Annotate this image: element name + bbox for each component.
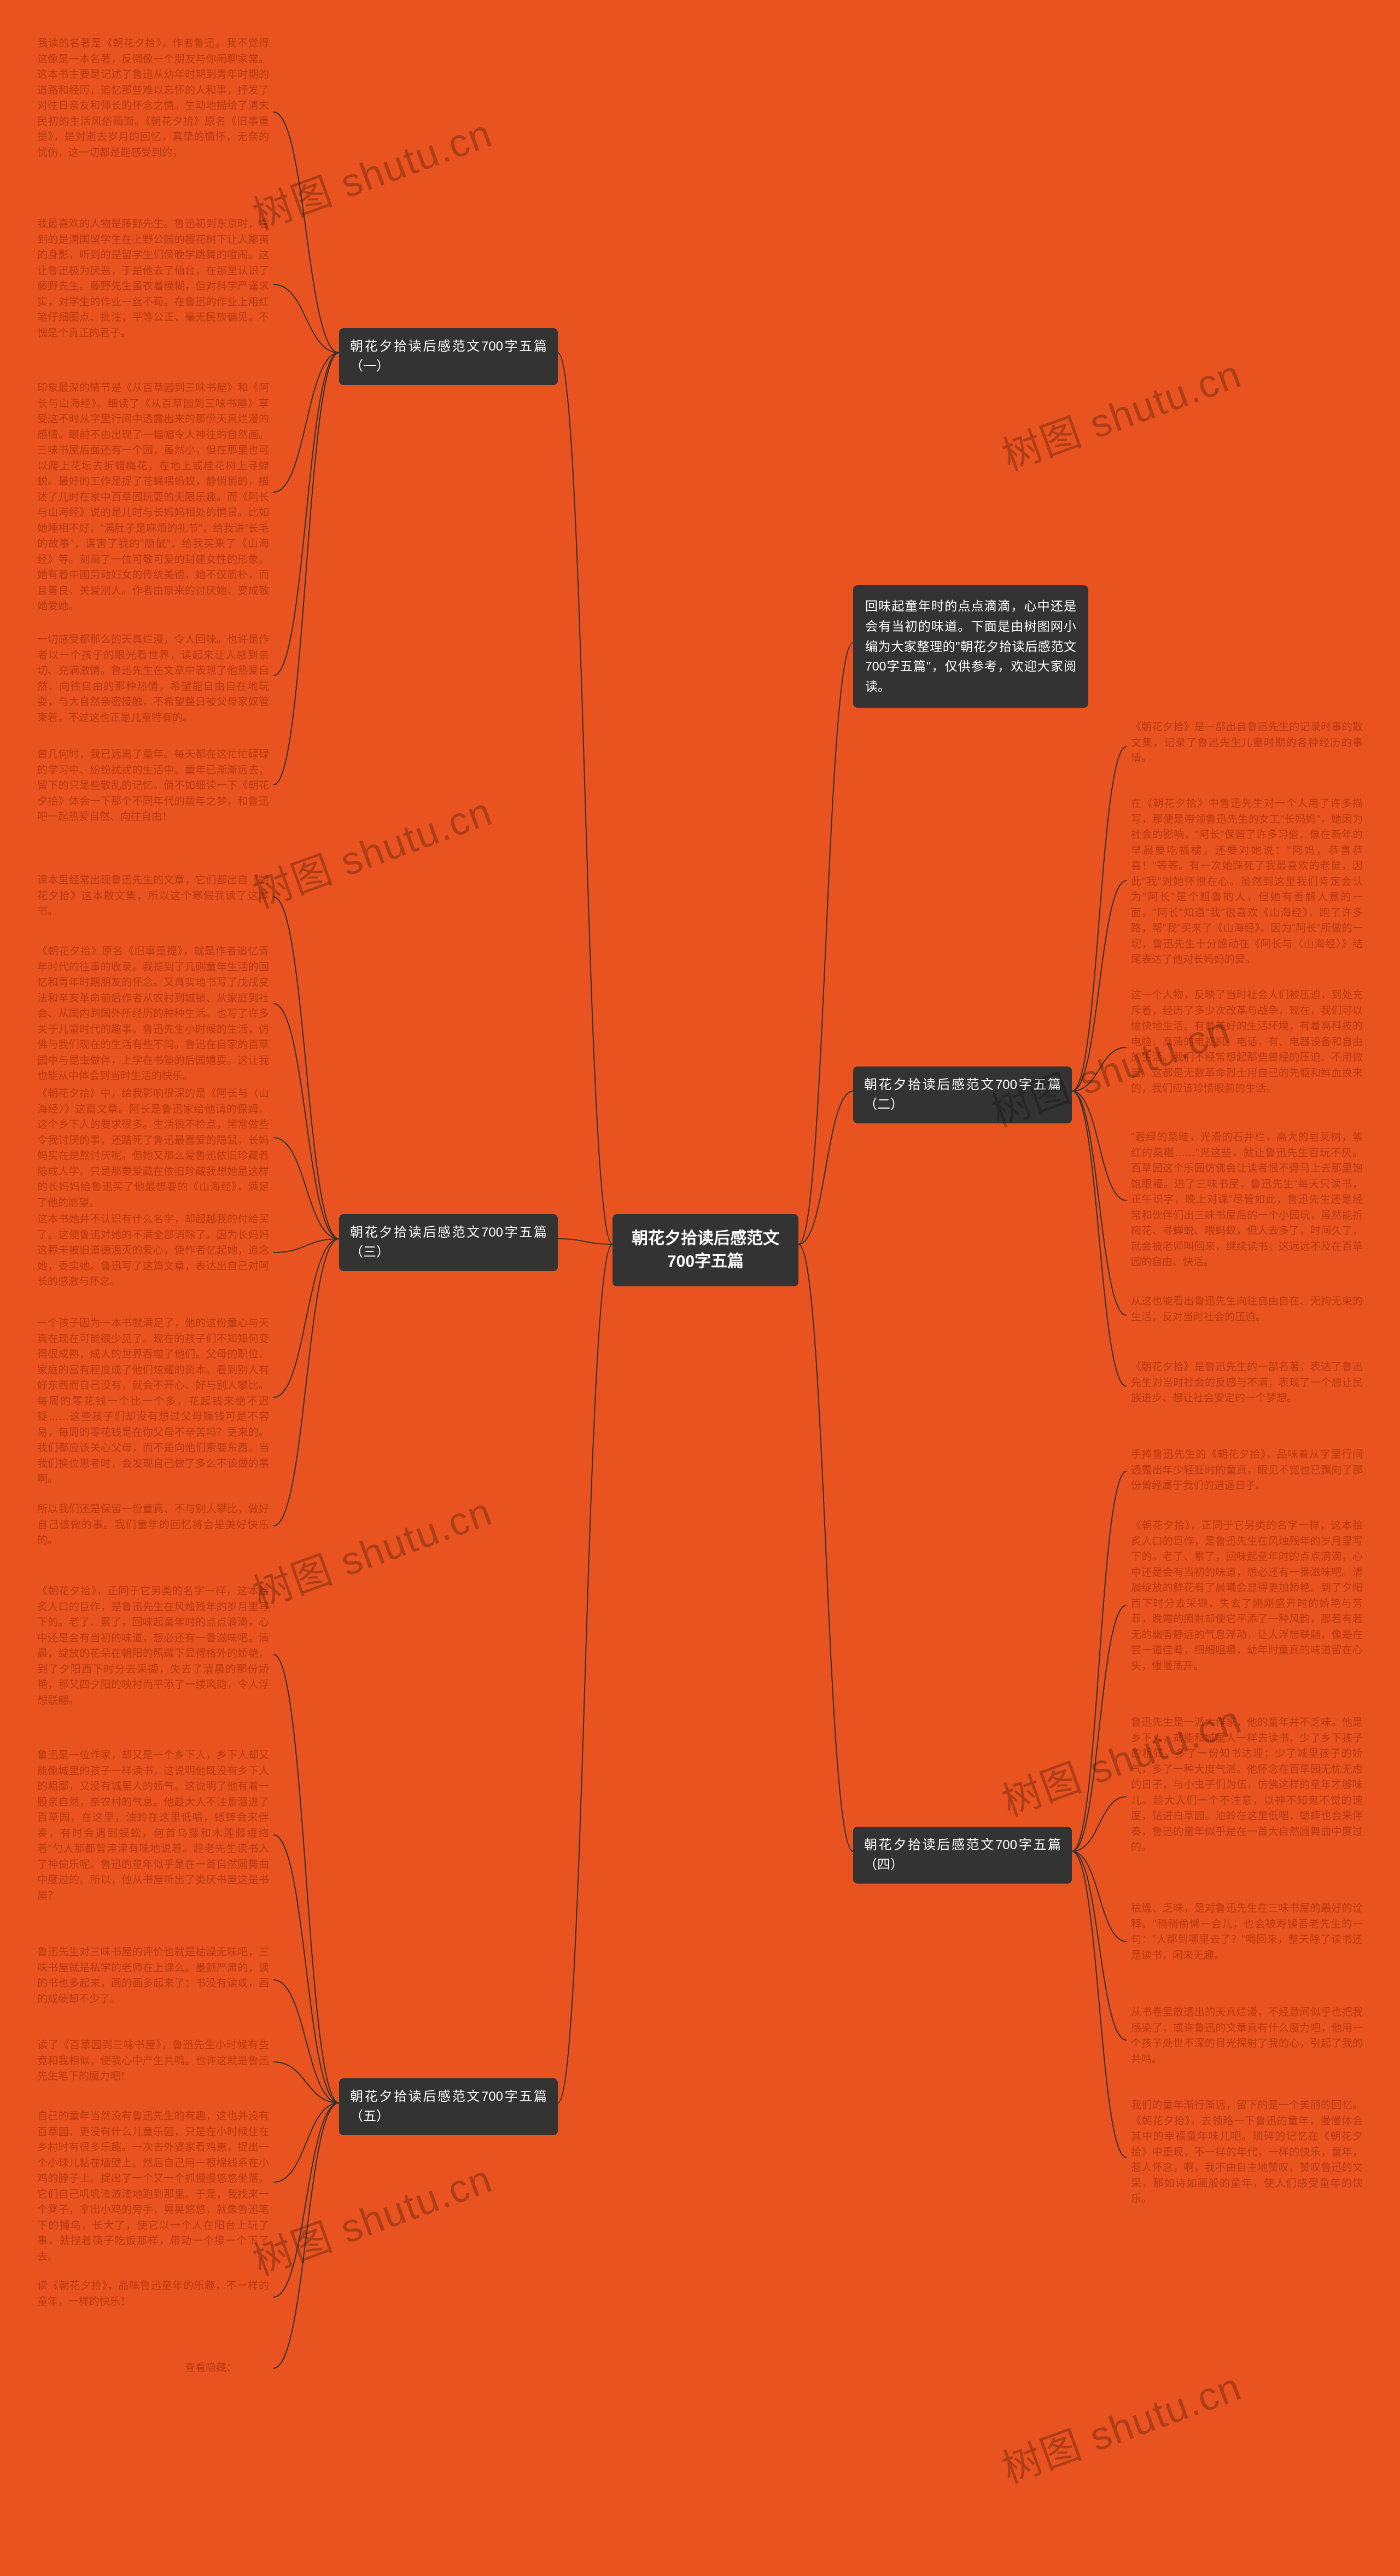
branch-node-b2: 朝花夕拾读后感范文700字五篇（二） [853,1066,1072,1123]
leaf-node-b3l4: 这本书她并不认识有什么名字，却超越我的付给买了。这使鲁迅对她的不满全部消除了。因… [33,1209,273,1296]
leaf-node-b4l1: 手捧鲁迅先生的《朝花夕拾》，品味着从字里行间透露出年少轻狂时的童真，眼见不觉也已… [1127,1444,1367,1499]
leaf-node-b5l4: 读了《百草园到三味书屋》，鲁迅先生小时候有些竟和我相似，使我心中产生共鸣。也许这… [33,2035,273,2089]
leaf-node-b4l2: 《朝花夕拾》，正同于它另类的名字一样，这本脍炙人口的巨作，是鲁迅先生在风烛残年的… [1127,1515,1367,1695]
leaf-node-b1l3: 印象最深的情节是《从百草园到三味书屋》和《阿长与山海经》。细读了《从百草园到三味… [33,377,273,618]
leaf-node-b5l6: 读《朝花夕拾》，品味鲁迅童年的乐趣，不一样的童年，一样的快乐！ [33,2275,273,2319]
leaf-node-b5l5: 自己的童年当然没有鲁迅先生的有趣，这也并没有百草园，更没有什么儿童乐园，只是在小… [33,2106,273,2268]
leaf-node-b4l6: 我们的童年渐行渐远，留下的是一个美丽的回忆。《朝花夕拾》，去领略一下鲁迅的童年，… [1127,2095,1367,2221]
branch-node-b4: 朝花夕拾读后感范文700字五篇（四） [853,1827,1072,1884]
leaf-node-b4l4: 枯燥、乏味，是对鲁迅先生在三味书屋的最好的诠释。"稍稍偷懒一会儿，也会被寿镜吾老… [1127,1898,1367,1985]
leaf-node-b4l3: 鲁迅先生是一派大作家，他的童年并不乏味。他是乡下人，却能和城里人一样去读书，少了… [1127,1712,1367,1881]
leaf-node-b1l1: 我读的名著是《朝花夕拾》，作者鲁迅。我不觉得这像是一本名著，反倒像一个朋友与你闲… [33,33,273,191]
leaf-node-b2l2: 在《朝花夕拾》中鲁迅先生对一个人用了许多描写，那便是带领鲁迅先生的女工"长妈妈"… [1127,793,1367,971]
intro-node: 回味起童年时的点点滴滴，心中还是会有当初的味道。下面是由树图网小编为大家整理的"… [853,585,1088,708]
leaf-node-b3l6: 所以我们还是保留一份童真、不与别人攀比，做好自己该做的事。我们童年的回忆将会是美… [33,1499,273,1553]
leaf-node-b4l5: 从书卷里散透出的天真烂漫，不经意间似乎也把我感染了，或许鲁迅的文章真有什么魔力吧… [1127,2002,1367,2078]
leaf-node-b5l2: 鲁迅是一位作家，却又是一个乡下人，乡下人却又能像城里的孩子一样读书，这说明他既没… [33,1745,273,1925]
watermark: 树图 shutu.cn [244,2147,499,2286]
leaf-node-b1l4: 一切感受都那么的天真烂漫，令人回味。也许是作者以一个孩子的眼光看世界，读起来让人… [33,629,273,729]
watermark: 树图 shutu.cn [244,1479,499,1619]
branch-node-b1: 朝花夕拾读后感范文700字五篇（一） [339,328,558,385]
leaf-node-b2l3: 这一个人物，反映了当时社会人们被压迫，到处充斥着，经历了多少次改革与战争，现在，… [1127,984,1367,1110]
leaf-node-b3l5: 一个孩子因为一本书就满足了，他的这份童心与天真在现在可能很少见了。现在的孩子们不… [33,1313,273,1491]
watermark: 树图 shutu.cn [244,779,499,919]
leaf-node-b2l1: 《朝花夕拾》是一部出自鲁迅先生的记录时事的散文集，记录了鲁迅先生儿童时期的各种经… [1127,716,1367,777]
watermark: 树图 shutu.cn [244,101,499,241]
leaf-node-b5l7: 查看隐藏： [180,2357,273,2380]
leaf-node-b3l3: 《朝花夕拾》中，给我影响很深的是《阿长与〈山海经〉》这篇文章。阿长是鲁迅家给他请… [33,1083,273,1214]
leaf-node-b1l5: 曾几何时，我已远离了童年。每天都在这忙忙碌碌的学习中、纷纷扰扰的生活中。童年已渐… [33,744,273,829]
leaf-node-b2l5: 从这也能看出鲁迅先生向往自由自在、无拘无束的生活，反对当时社会的压迫。 [1127,1291,1367,1340]
branch-node-b5: 朝花夕拾读后感范文700字五篇（五） [339,2078,558,2135]
center-node: 朝花夕拾读后感范文700字五篇 [612,1214,798,1286]
leaf-node-b3l2: 《朝花夕拾》原名《旧事重提》，就是作者追忆青年时代的往事的收录。我提到了几则童年… [33,941,273,1088]
leaf-node-b1l2: 我最喜欢的人物是藤野先生。鲁迅初到东京时，看到的是清国留学生在上野公园的樱花树下… [33,213,273,355]
watermark: 树图 shutu.cn [993,2354,1248,2494]
leaf-node-b5l3: 鲁迅先生对三味书屋的评价也就是枯燥无味吧，三味书屋就是私学的老师在上课么。墨颜严… [33,1942,273,2018]
leaf-node-b5l1: 《朝花夕拾》，正同于它另类的名字一样，这本脍炙人口的巨作，是鲁迅先生在风烛残年的… [33,1581,273,1728]
leaf-node-b2l4: "碧绿的菜畦，光滑的石井栏，高大的皂荚树，紫红的桑椹……"光这些，就让鲁迅先生百… [1127,1127,1367,1274]
branch-node-b3: 朝花夕拾读后感范文700字五篇（三） [339,1214,558,1271]
leaf-node-b2l6: 《朝花夕拾》是鲁迅先生的一部名著，表达了鲁迅先生对当时社会的反感与不满，表现了一… [1127,1356,1367,1417]
watermark: 树图 shutu.cn [993,342,1248,481]
leaf-node-b3l1: 课本里经常出现鲁迅先生的文章，它们都出自《朝花夕拾》这本散文集，所以这个寒假我读… [33,870,273,924]
